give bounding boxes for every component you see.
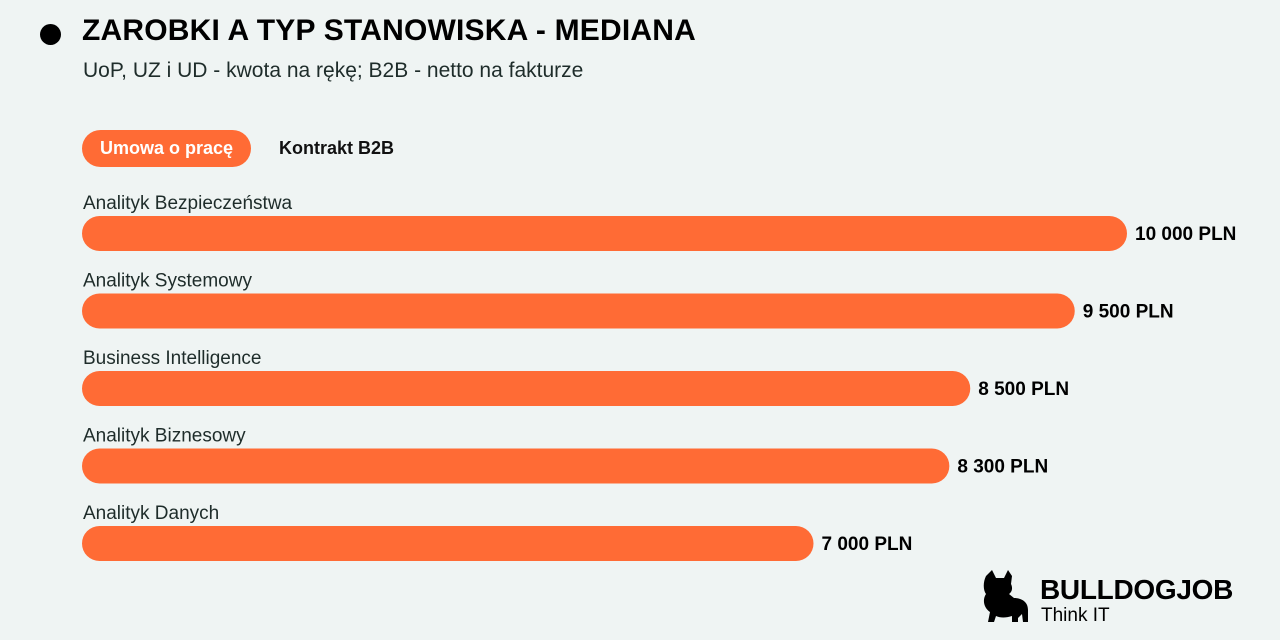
chart-subtitle: UoP, UZ i UD - kwota na rękę; B2B - nett… xyxy=(83,59,584,82)
brand-tagline: Think IT xyxy=(1041,605,1110,626)
category-label: Analityk Biznesowy xyxy=(83,426,246,447)
chart-title: ZAROBKI A TYP STANOWISKA - MEDIANA xyxy=(82,14,697,47)
value-label: 8 300 PLN xyxy=(957,457,1048,478)
title-bullet xyxy=(40,24,61,45)
bar xyxy=(82,448,950,484)
category-label: Business Intelligence xyxy=(83,348,262,369)
value-label: 10 000 PLN xyxy=(1135,224,1236,245)
bar xyxy=(82,216,1127,251)
category-label: Analityk Systemowy xyxy=(83,271,252,292)
bar xyxy=(82,293,1075,329)
bar xyxy=(82,371,971,406)
value-label: 7 000 PLN xyxy=(822,534,913,555)
brand-name: BULLDOGJOB xyxy=(1040,574,1234,605)
value-label: 9 500 PLN xyxy=(1083,302,1174,323)
category-label: Analityk Bezpieczeństwa xyxy=(83,193,293,214)
bar xyxy=(82,526,814,561)
category-label: Analityk Danych xyxy=(83,503,219,524)
contract-tabs: Umowa o pracę Kontrakt B2B xyxy=(82,130,412,167)
bulldog-icon xyxy=(983,570,1028,622)
tab-umowa-o-prace[interactable]: Umowa o pracę xyxy=(82,130,252,167)
tab-kontrakt-b2b[interactable]: Kontrakt B2B xyxy=(279,138,395,158)
bulldogjob-logo: BULLDOGJOB Think IT xyxy=(978,568,1268,632)
value-label: 8 500 PLN xyxy=(978,379,1069,400)
